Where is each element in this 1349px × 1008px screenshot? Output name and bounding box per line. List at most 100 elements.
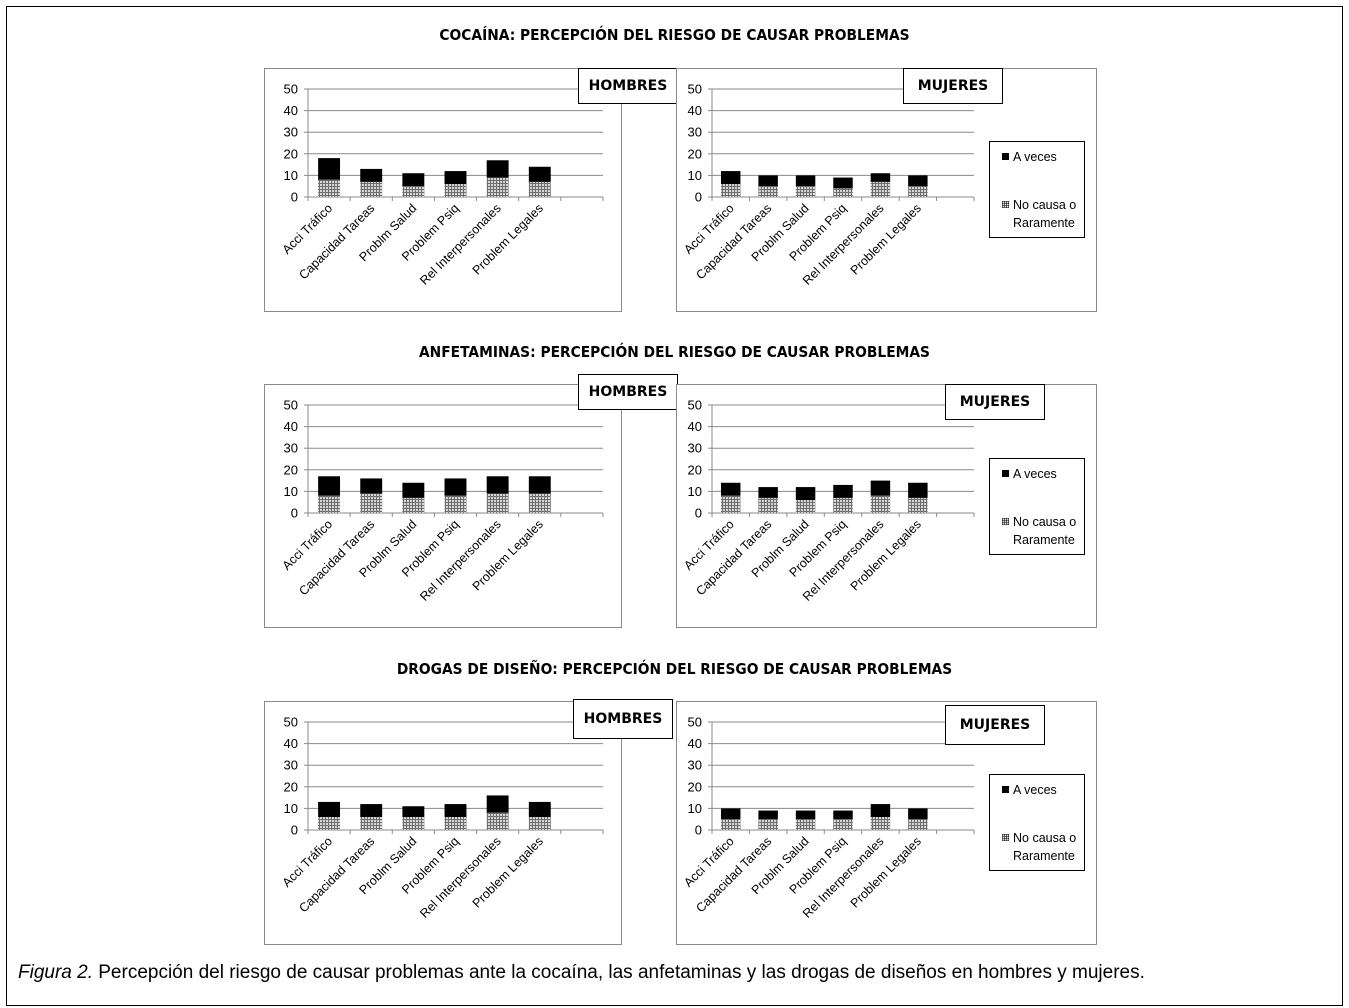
- legend-swatch-a-veces: [1002, 470, 1009, 477]
- bar-no-causa: [444, 817, 467, 830]
- bar-a-veces: [795, 487, 816, 501]
- bar-a-veces: [402, 173, 425, 187]
- bar-no-causa: [720, 184, 741, 197]
- bar-a-veces: [870, 480, 891, 496]
- bar-a-veces: [402, 806, 425, 818]
- bar-a-veces: [720, 171, 741, 185]
- row-title-drogas-diseno: DROGAS DE DISEÑO: PERCEPCIÓN DEL RIESGO …: [396, 660, 953, 678]
- legend-label-no-causa-1: No causa o: [1013, 831, 1077, 845]
- bar-no-causa: [720, 819, 741, 830]
- bar-no-causa: [528, 817, 551, 830]
- y-tick-label: 40: [284, 103, 298, 118]
- chart-legend: A veces No causa o Raramente: [989, 774, 1085, 871]
- legend-item-no-causa: No causa o Raramente: [1002, 196, 1076, 232]
- bar-a-veces: [402, 482, 425, 498]
- y-tick-label: 0: [291, 190, 298, 205]
- y-tick-label: 0: [291, 823, 298, 838]
- bar-a-veces: [528, 801, 551, 818]
- bar-a-veces: [795, 175, 816, 187]
- bar-no-causa: [486, 812, 509, 830]
- y-tick-label: 50: [688, 715, 702, 730]
- panel-gender-label: HOMBRES: [578, 374, 678, 410]
- panel-gender-label: MUJERES: [945, 384, 1045, 420]
- bar-no-causa: [486, 177, 509, 197]
- bar-no-causa: [833, 819, 853, 830]
- x-category-label: Capacidad Tareas: [296, 834, 377, 915]
- panel-gender-label: HOMBRES: [578, 68, 678, 104]
- bar-no-causa: [318, 179, 341, 197]
- y-tick-label: 30: [284, 125, 298, 140]
- x-category-label: Problem Legales: [848, 201, 924, 277]
- x-category-label: Problem Legales: [848, 834, 924, 910]
- bar-no-causa: [528, 493, 551, 513]
- y-tick-label: 50: [688, 398, 702, 413]
- bar-a-veces: [318, 476, 341, 496]
- bar-a-veces: [758, 810, 778, 820]
- caption-text: Percepción del riesgo de causar problema…: [92, 962, 1145, 983]
- chart-panel-mujeres: 0 10 20 30 40 50 Acci Tráfico Capacidad Tareas P…: [676, 384, 1097, 628]
- y-tick-label: 50: [284, 398, 298, 413]
- bar-no-causa: [908, 186, 928, 197]
- y-tick-label: 10: [688, 168, 702, 183]
- legend-swatch-a-veces: [1002, 153, 1009, 160]
- bar-no-causa: [795, 500, 816, 513]
- bar-a-veces: [758, 487, 778, 498]
- legend-item-no-causa: No causa o Raramente: [1002, 829, 1076, 865]
- legend-label-no-causa-1: No causa o: [1013, 198, 1077, 212]
- bar-a-veces: [758, 175, 778, 187]
- y-tick-label: 40: [688, 736, 702, 751]
- row-title-anfetaminas: ANFETAMINAS: PERCEPCIÓN DEL RIESGO DE CA…: [418, 343, 931, 361]
- bar-no-causa: [870, 181, 891, 197]
- bar-a-veces: [444, 171, 467, 185]
- bar-no-causa: [908, 497, 928, 513]
- y-tick-label: 0: [695, 506, 702, 521]
- y-tick-label: 10: [284, 484, 298, 499]
- bar-no-causa: [360, 817, 383, 830]
- y-tick-label: 30: [284, 758, 298, 773]
- y-tick-label: 10: [284, 801, 298, 816]
- bar-no-causa: [758, 186, 778, 197]
- bar-no-causa: [758, 819, 778, 830]
- y-tick-label: 20: [688, 462, 702, 477]
- legend-item-a-veces: A veces: [1002, 781, 1057, 799]
- bar-a-veces: [833, 810, 853, 820]
- legend-item-no-causa: No causa o Raramente: [1002, 513, 1076, 549]
- y-tick-label: 50: [284, 715, 298, 730]
- bar-a-veces: [318, 801, 341, 818]
- bar-a-veces: [720, 808, 741, 820]
- y-tick-label: 40: [688, 419, 702, 434]
- legend-label-a-veces: A veces: [1013, 467, 1057, 481]
- panel-gender-label: HOMBRES: [573, 699, 673, 739]
- bar-no-causa: [402, 817, 425, 830]
- y-tick-label: 30: [284, 441, 298, 456]
- bar-a-veces: [360, 478, 383, 494]
- bar-no-causa: [444, 184, 467, 197]
- y-tick-label: 20: [688, 779, 702, 794]
- bar-a-veces: [833, 484, 853, 498]
- bar-no-causa: [444, 495, 467, 513]
- bar-no-causa: [795, 186, 816, 197]
- bar-no-causa: [528, 181, 551, 197]
- y-tick-label: 20: [284, 779, 298, 794]
- x-category-label: Rel Interpersonales: [417, 517, 504, 604]
- legend-label-a-veces: A veces: [1013, 150, 1057, 164]
- bar-a-veces: [444, 478, 467, 496]
- y-tick-label: 50: [688, 82, 702, 97]
- bar-a-veces: [486, 795, 509, 813]
- chart-legend: A veces No causa o Raramente: [989, 458, 1085, 555]
- bar-a-veces: [444, 804, 467, 818]
- bar-no-causa: [360, 181, 383, 197]
- bar-no-causa: [360, 493, 383, 513]
- panel-gender-label: MUJERES: [903, 68, 1003, 104]
- y-tick-label: 20: [284, 146, 298, 161]
- y-tick-label: 40: [284, 419, 298, 434]
- bar-a-veces: [908, 808, 928, 820]
- y-tick-label: 50: [284, 82, 298, 97]
- legend-label-no-causa-2: Raramente: [1013, 849, 1075, 863]
